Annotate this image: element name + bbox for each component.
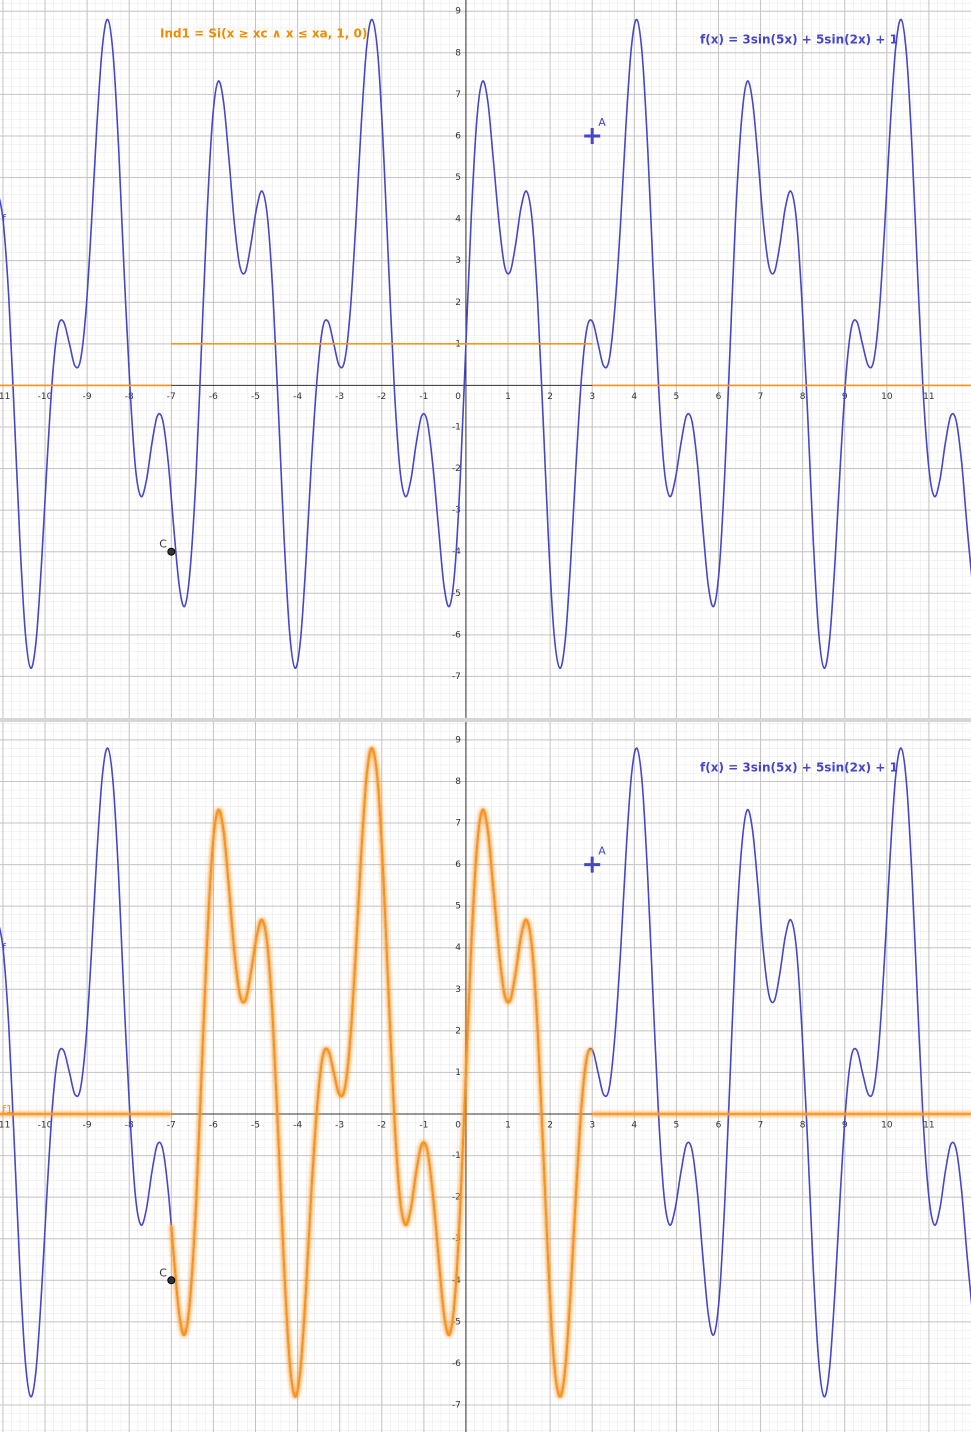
x-tick-label: 5: [674, 1120, 680, 1130]
x-tick-label: 8: [800, 1120, 806, 1130]
y-tick-label: -2: [452, 1193, 461, 1203]
x-tick-label: 7: [758, 392, 764, 402]
x-tick-label: -5: [251, 392, 260, 402]
x-tick-label: -9: [83, 392, 92, 402]
x-tick-label: -1: [419, 1120, 428, 1130]
x-tick-label: -9: [83, 1120, 92, 1130]
x-tick-label: -8: [125, 392, 134, 402]
x-tick-label: 7: [758, 1120, 764, 1130]
y-tick-label: 1: [455, 1068, 461, 1078]
y-tick-label: 6: [455, 131, 461, 141]
plot-panel: -11-10-9-8-7-6-5-4-3-2-101234567891011-7…: [0, 0, 971, 718]
x-tick-label: -4: [293, 1120, 302, 1130]
y-tick-label: -7: [452, 672, 461, 682]
x-tick-label: -3: [335, 1120, 344, 1130]
y-tick-label: -5: [452, 1317, 461, 1327]
x-tick-label: -10: [38, 392, 53, 402]
x-tick-label: 6: [716, 392, 722, 402]
curve-label: f: [2, 941, 7, 954]
x-tick-label: 5: [674, 392, 680, 402]
x-tick-label: 10: [881, 392, 893, 402]
y-tick-label: 5: [455, 902, 461, 912]
x-tick-label: 2: [547, 1120, 553, 1130]
x-tick-label: 6: [716, 1120, 722, 1130]
function-curve: [0, 18, 971, 669]
y-tick-label: 6: [455, 860, 461, 870]
formula-label: Ind1 = Si(x ≥ xc ∧ x ≤ xa, 1, 0): [160, 27, 367, 41]
y-tick-label: -2: [452, 464, 461, 474]
y-tick-label: 4: [455, 215, 461, 225]
x-tick-label: 3: [589, 392, 595, 402]
x-tick-label: -7: [167, 1120, 176, 1130]
point: [167, 1276, 176, 1285]
y-tick-label: 9: [455, 735, 461, 745]
x-tick-label: 0: [455, 392, 461, 402]
curve-label: f: [2, 212, 7, 225]
y-tick-label: -1: [452, 1151, 461, 1161]
y-tick-label: 5: [455, 173, 461, 183]
formula-label: f(x) = 3sin(5x) + 5sin(2x) + 1: [700, 33, 898, 47]
y-tick-label: -3: [452, 1234, 461, 1244]
x-tick-label: -11: [0, 392, 10, 402]
x-tick-label: 4: [631, 392, 637, 402]
x-tick-label: -6: [209, 392, 218, 402]
x-tick-label: -2: [377, 392, 386, 402]
y-tick-label: 7: [455, 819, 461, 829]
x-tick-label: 2: [547, 392, 553, 402]
function-curve: [0, 747, 971, 1398]
x-tick-label: -3: [335, 392, 344, 402]
x-tick-label: -1: [419, 392, 428, 402]
y-tick-label: 7: [455, 90, 461, 100]
point-label: A: [598, 116, 606, 129]
x-tick-label: -11: [0, 1120, 10, 1130]
curve-label: f1: [2, 1103, 13, 1116]
y-tick-label: 4: [455, 943, 461, 953]
x-tick-label: 8: [800, 392, 806, 402]
y-tick-label: -5: [452, 589, 461, 599]
minor-grid: [0, 722, 971, 1432]
x-tick-label: 1: [505, 1120, 511, 1130]
point-label: A: [598, 845, 606, 858]
x-tick-label: 11: [923, 392, 934, 402]
point: [167, 547, 176, 556]
x-tick-label: 1: [505, 392, 511, 402]
point: [584, 127, 601, 144]
y-tick-label: -7: [452, 1400, 461, 1410]
x-tick-label: 10: [881, 1120, 893, 1130]
point-label: C: [159, 1266, 167, 1279]
x-tick-label: 4: [631, 1120, 637, 1130]
x-tick-label: 11: [923, 1120, 934, 1130]
y-tick-label: -3: [452, 506, 461, 516]
x-tick-label: -2: [377, 1120, 386, 1130]
y-tick-label: 2: [455, 1026, 461, 1036]
x-tick-label: 3: [589, 1120, 595, 1130]
x-tick-label: 0: [455, 1120, 461, 1130]
y-tick-label: -6: [452, 630, 461, 640]
x-tick-label: -7: [167, 392, 176, 402]
panel-divider: [0, 718, 971, 722]
x-tick-label: -8: [125, 1120, 134, 1130]
y-tick-label: 3: [455, 985, 461, 995]
y-tick-label: 8: [455, 777, 461, 787]
y-tick-label: 2: [455, 298, 461, 308]
point: [584, 856, 601, 873]
x-tick-label: -4: [293, 392, 302, 402]
x-tick-label: -5: [251, 1120, 260, 1130]
y-tick-label: 8: [455, 48, 461, 58]
formula-label: f(x) = 3sin(5x) + 5sin(2x) + 1: [700, 761, 898, 775]
plot-panel: -11-10-9-8-7-6-5-4-3-2-101234567891011-7…: [0, 722, 971, 1432]
y-tick-label: 3: [455, 256, 461, 266]
x-tick-label: -10: [38, 1120, 53, 1130]
y-tick-label: -1: [452, 422, 461, 432]
minor-grid: [0, 0, 971, 718]
function-curve: [0, 343, 971, 387]
point-label: C: [159, 538, 167, 551]
y-tick-label: 9: [455, 7, 461, 17]
y-tick-label: -6: [452, 1359, 461, 1369]
x-tick-label: -6: [209, 1120, 218, 1130]
